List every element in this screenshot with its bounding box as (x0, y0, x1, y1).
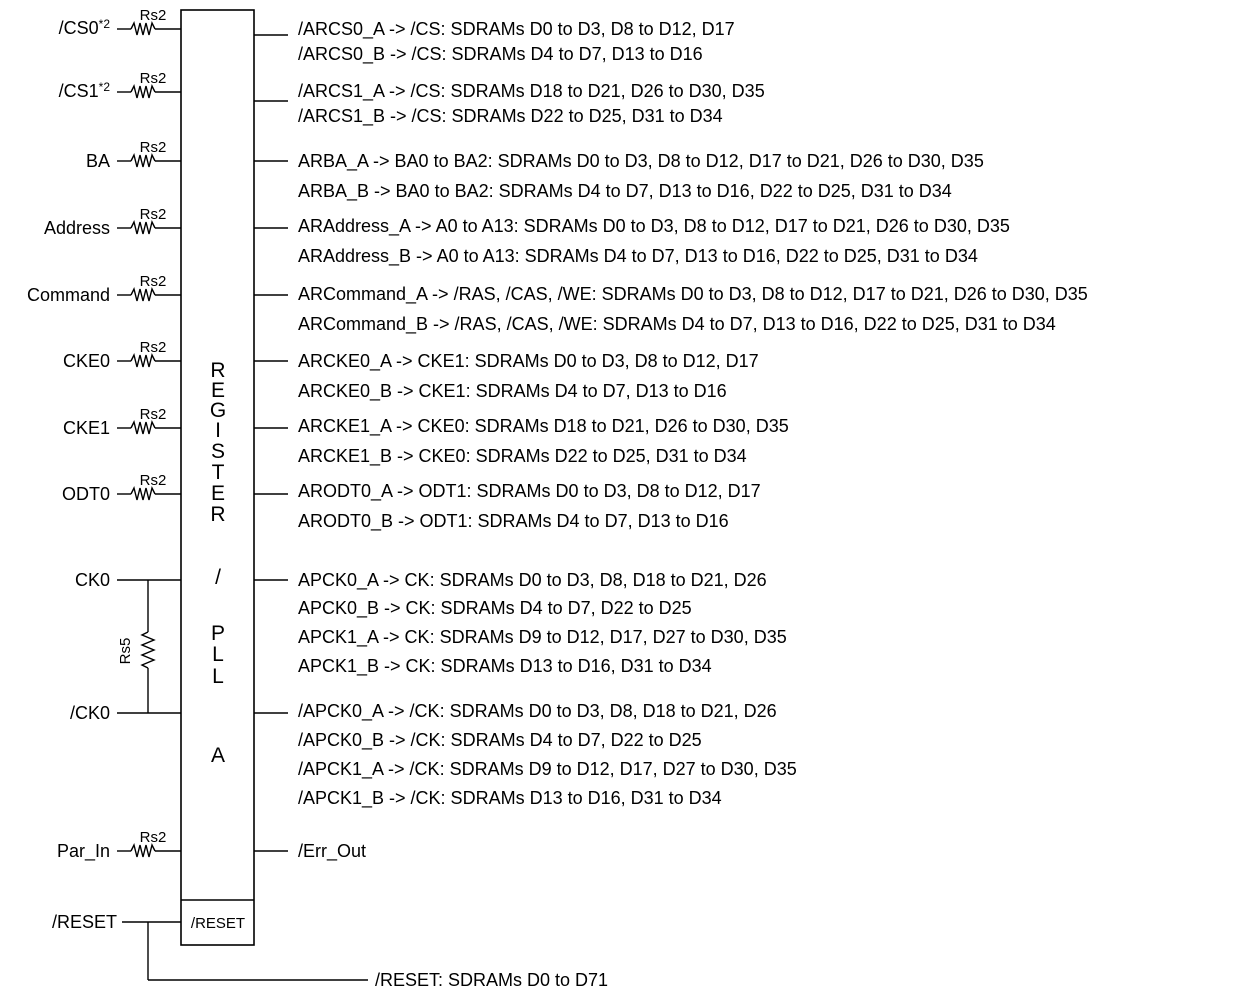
block-letter: G (210, 399, 226, 422)
resistor-symbol (130, 485, 156, 501)
resistor-symbol (130, 842, 156, 858)
output-line: /APCK0_A -> /CK: SDRAMs D0 to D3, D8, D1… (298, 701, 777, 722)
input-label: BA (86, 151, 110, 171)
input-address: Address Rs2 (44, 206, 181, 238)
output-line: ARCKE1_B -> CKE0: SDRAMs D22 to D25, D31… (298, 446, 747, 467)
output-line: APCK0_B -> CK: SDRAMs D4 to D7, D22 to D… (298, 598, 692, 619)
resistor-label: Rs2 (140, 406, 167, 423)
resistor-symbol (130, 152, 156, 168)
block-letter: R (210, 359, 225, 382)
input-label: Address (44, 218, 110, 238)
block-letter: E (211, 482, 225, 505)
output-line: /ARCS0_A -> /CS: SDRAMs D0 to D3, D8 to … (298, 19, 735, 40)
register-lettering: R E G I S T E R / P L L A (210, 359, 226, 767)
input-odt0: ODT0 Rs2 (62, 472, 181, 504)
output-line: ARCKE0_A -> CKE1: SDRAMs D0 to D3, D8 to… (298, 351, 759, 372)
resistor-label: Rs2 (140, 273, 167, 290)
register-pll-block (180, 9, 255, 946)
output-line: ARCommand_B -> /RAS, /CAS, /WE: SDRAMs D… (298, 314, 1056, 335)
output-line: ARODT0_A -> ODT1: SDRAMs D0 to D3, D8 to… (298, 481, 761, 502)
resistor-label: Rs2 (140, 7, 167, 24)
output-line: /ARCS1_B -> /CS: SDRAMs D22 to D25, D31 … (298, 106, 723, 127)
resistor-label: Rs2 (140, 70, 167, 87)
output-line: ARBA_B -> BA0 to BA2: SDRAMs D4 to D7, D… (298, 181, 952, 202)
output-line: /ARCS1_A -> /CS: SDRAMs D18 to D21, D26 … (298, 81, 765, 102)
output-line: ARCKE1_A -> CKE0: SDRAMs D18 to D21, D26… (298, 416, 789, 437)
termination-resistor-symbol (140, 631, 156, 669)
reset-input-label: /RESET (52, 912, 117, 932)
resistor-symbol (130, 219, 156, 235)
ck0-label: CK0 (75, 570, 110, 590)
input-cke1: CKE1 Rs2 (63, 406, 181, 438)
input-label: CKE0 (63, 351, 110, 371)
footnote-mark: *2 (99, 17, 111, 31)
resistor-label: Rs2 (140, 472, 167, 489)
input-label: ODT0 (62, 484, 110, 504)
output-line: /ARCS0_B -> /CS: SDRAMs D4 to D7, D13 to… (298, 44, 703, 65)
input-label: CKE1 (63, 418, 110, 438)
output-line: ARBA_A -> BA0 to BA2: SDRAMs D0 to D3, D… (298, 151, 984, 172)
input-cs1: /CS1*2 Rs2 (59, 70, 181, 101)
resistor-label: Rs2 (140, 829, 167, 846)
output-line: APCK1_B -> CK: SDRAMs D13 to D16, D31 to… (298, 656, 712, 677)
svg-text:/CS1*2: /CS1*2 (59, 80, 111, 101)
block-letter: R (210, 503, 225, 526)
footnote-mark: *2 (99, 80, 111, 94)
output-descriptions: /ARCS0_A -> /CS: SDRAMs D0 to D3, D8 to … (298, 19, 1088, 990)
block-letter: A (211, 744, 225, 767)
block-letter: I (215, 419, 221, 442)
output-line: APCK1_A -> CK: SDRAMs D9 to D12, D17, D2… (298, 627, 787, 648)
input-label: Command (27, 285, 110, 305)
input-ba: BA Rs2 (86, 139, 181, 171)
output-line: /Err_Out (298, 841, 366, 862)
output-line: /APCK0_B -> /CK: SDRAMs D4 to D7, D22 to… (298, 730, 702, 751)
block-letter: / (215, 566, 221, 589)
reset-input: /RESET (52, 912, 368, 981)
resistor-symbol (130, 352, 156, 368)
resistor-symbol (130, 20, 156, 36)
resistor-label: Rs2 (140, 206, 167, 223)
output-stubs (254, 34, 288, 852)
input-command: Command Rs2 (27, 273, 181, 305)
resistor-label: Rs2 (140, 339, 167, 356)
resistor-symbol (130, 419, 156, 435)
input-label: /CS1 (59, 81, 99, 101)
output-line: ARODT0_B -> ODT1: SDRAMs D4 to D7, D13 t… (298, 511, 729, 532)
output-line: ARAddress_B -> A0 to A13: SDRAMs D4 to D… (298, 246, 978, 267)
input-label: /CS0 (59, 18, 99, 38)
termination-resistor-label: Rs5 (117, 638, 134, 665)
block-letter: L (212, 665, 224, 688)
output-line: /APCK1_A -> /CK: SDRAMs D9 to D12, D17, … (298, 759, 797, 780)
block-letter: L (212, 643, 224, 666)
svg-text:/CS0*2: /CS0*2 (59, 17, 111, 38)
output-line: /RESET: SDRAMs D0 to D71 (375, 970, 608, 990)
block-letter: P (211, 622, 225, 645)
input-label: Par_In (57, 841, 110, 862)
output-line: ARAddress_A -> A0 to A13: SDRAMs D0 to D… (298, 216, 1010, 237)
block-letter: E (211, 379, 225, 402)
output-line: ARCKE0_B -> CKE1: SDRAMs D4 to D7, D13 t… (298, 381, 727, 402)
resistor-label: Rs2 (140, 139, 167, 156)
resistor-symbol (130, 83, 156, 99)
input-cs0: /CS0*2 Rs2 (59, 7, 181, 38)
block-letter: T (212, 461, 225, 484)
resistor-symbol (130, 286, 156, 302)
block-letter: S (211, 440, 225, 463)
output-line: APCK0_A -> CK: SDRAMs D0 to D3, D8, D18 … (298, 570, 767, 591)
output-line: /APCK1_B -> /CK: SDRAMs D13 to D16, D31 … (298, 788, 722, 809)
ck0-n-label: /CK0 (70, 703, 110, 723)
register-reset-pin: /RESET (191, 915, 245, 932)
clock-inputs: CK0 /CK0 Rs5 (70, 570, 181, 723)
input-par-in: Par_In Rs2 (57, 829, 181, 862)
output-line: ARCommand_A -> /RAS, /CAS, /WE: SDRAMs D… (298, 284, 1088, 305)
input-cke0: CKE0 Rs2 (63, 339, 181, 371)
